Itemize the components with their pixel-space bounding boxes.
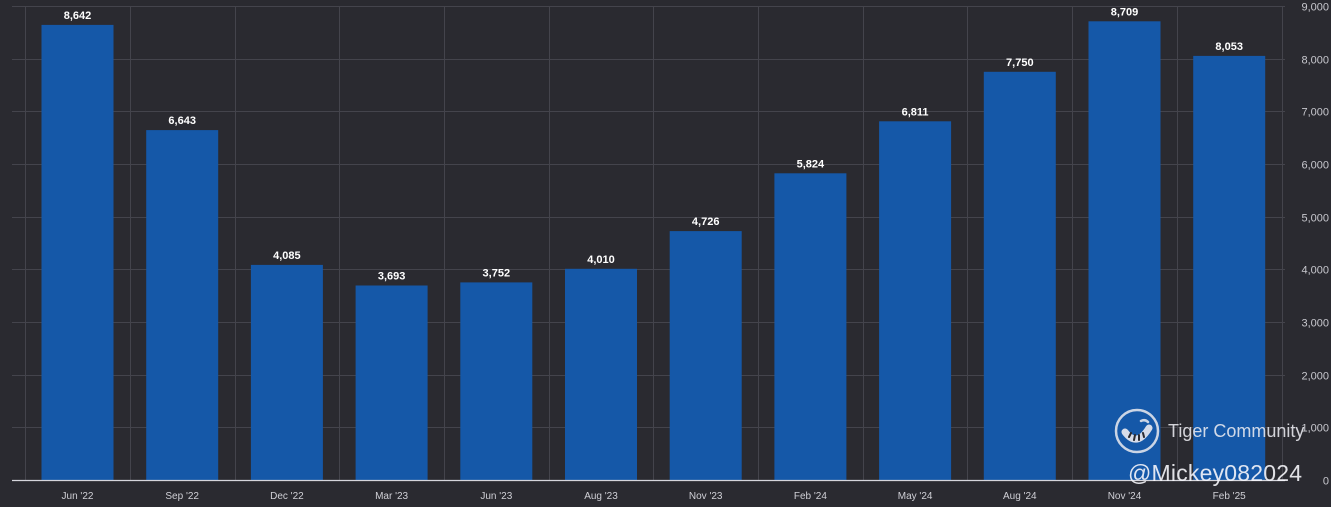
y-tick-label: 5,000	[1301, 213, 1329, 225]
bar	[355, 285, 428, 480]
bar	[669, 231, 742, 480]
data-label: 8,053	[1215, 41, 1243, 53]
y-tick-label: 8,000	[1301, 55, 1329, 67]
data-label: 4,726	[692, 216, 720, 228]
x-tick-label: Mar '23	[375, 491, 408, 502]
x-tick-label: Jun '22	[62, 491, 94, 502]
data-label: 8,709	[1111, 6, 1139, 18]
data-label: 5,824	[797, 158, 825, 170]
bar	[879, 121, 952, 481]
x-tick-label: Aug '23	[584, 491, 618, 502]
x-tick-label: Feb '24	[794, 491, 827, 502]
bar	[250, 264, 323, 480]
y-tick-label: 4,000	[1301, 265, 1329, 277]
bar	[1088, 21, 1161, 481]
data-label: 4,085	[273, 250, 301, 262]
data-label: 6,811	[902, 106, 929, 118]
bar	[565, 268, 637, 480]
data-label: 8,642	[64, 10, 92, 22]
data-label: 6,643	[168, 115, 196, 127]
bar	[983, 71, 1056, 481]
x-tick-label: Sep '22	[165, 491, 199, 502]
y-tick-label: 7,000	[1301, 107, 1329, 119]
y-tick-label: 0	[1323, 476, 1329, 488]
x-tick-label: Dec '22	[270, 491, 304, 502]
data-label: 4,010	[587, 254, 615, 266]
data-label: 7,750	[1006, 57, 1034, 69]
x-tick-label: May '24	[898, 491, 933, 502]
y-tick-label: 3,000	[1301, 318, 1329, 330]
bar	[1193, 55, 1266, 481]
bar	[146, 130, 219, 480]
x-tick-label: Feb '25	[1213, 491, 1246, 502]
bar	[41, 24, 114, 481]
x-tick-label: Nov '24	[1108, 491, 1142, 502]
y-tick-label: 9,000	[1301, 2, 1329, 14]
y-tick-label: 6,000	[1301, 160, 1329, 172]
watermark-brand: Tiger Community	[1114, 406, 1304, 456]
watermark-username: @Mickey082024	[1128, 460, 1303, 486]
x-tick-label: Aug '24	[1003, 491, 1037, 502]
data-label: 3,693	[378, 271, 406, 283]
y-tick-label: 1,000	[1301, 423, 1329, 435]
watermark: Tiger Community @Mickey082024	[1114, 406, 1329, 504]
data-label: 3,752	[483, 267, 511, 279]
x-tick-label: Nov '23	[689, 491, 723, 502]
bar	[774, 173, 847, 481]
tiger-logo-icon	[1114, 408, 1160, 454]
watermark-brand-name: Tiger Community	[1168, 420, 1305, 441]
x-tick-label: Jun '23	[480, 491, 512, 502]
y-tick-label: 2,000	[1301, 371, 1329, 383]
bar	[460, 282, 533, 480]
